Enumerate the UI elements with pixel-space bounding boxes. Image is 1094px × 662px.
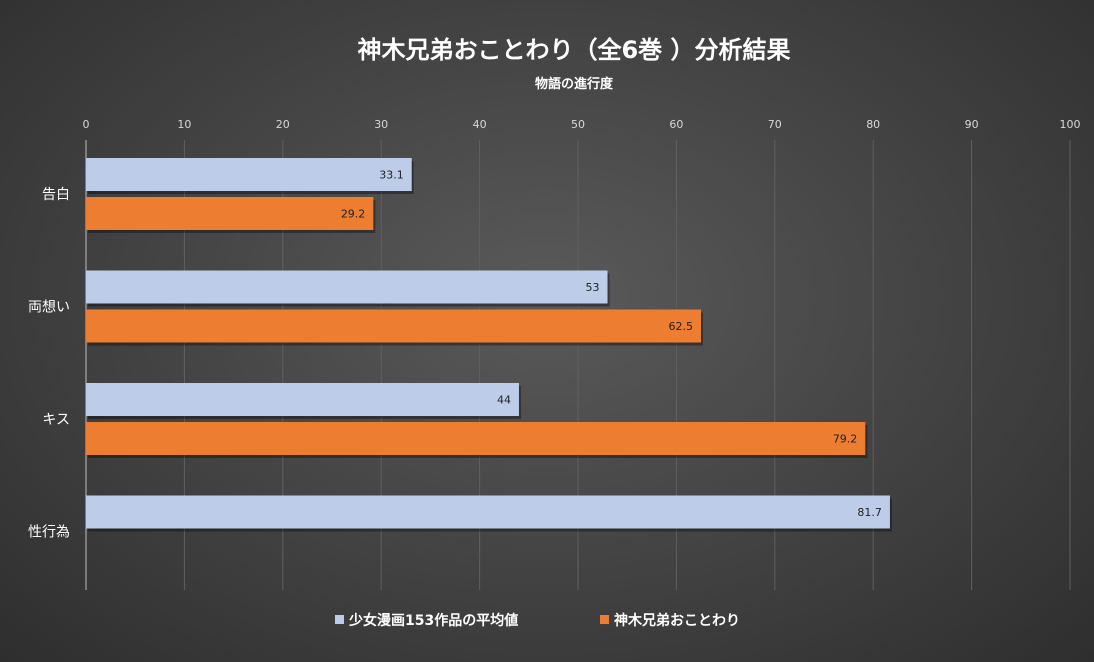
legend-swatch bbox=[600, 615, 609, 624]
bar-value-label: 29.2 bbox=[341, 208, 366, 221]
x-tick-label: 90 bbox=[965, 118, 979, 131]
bar-value-label: 33.1 bbox=[379, 169, 404, 182]
legend-label: 神木兄弟おことわり bbox=[614, 612, 740, 629]
category-label: 性行為 bbox=[28, 525, 70, 541]
x-tick-label: 10 bbox=[177, 118, 191, 131]
bar bbox=[86, 422, 866, 455]
bar-value-label: 62.5 bbox=[669, 320, 694, 333]
category-label: 両想い bbox=[28, 300, 70, 316]
x-axis-ticks: 0 10 20 30 40 50 60 70 80 90 100 bbox=[83, 118, 1081, 131]
category-label: 告白 bbox=[42, 187, 70, 203]
bar-value-label: 81.7 bbox=[857, 506, 882, 519]
x-tick-label: 20 bbox=[276, 118, 290, 131]
x-tick-label: 80 bbox=[866, 118, 880, 131]
bar bbox=[86, 197, 374, 230]
x-tick-label: 100 bbox=[1060, 118, 1081, 131]
bar bbox=[86, 309, 701, 343]
x-tick-label: 50 bbox=[571, 118, 585, 131]
category-label: キス bbox=[42, 412, 70, 428]
bar bbox=[86, 383, 519, 416]
bar-value-label: 44 bbox=[497, 394, 511, 407]
legend-label: 少女漫画153作品の平均値 bbox=[348, 612, 518, 629]
bar-value-label: 53 bbox=[586, 281, 600, 294]
bar bbox=[86, 158, 412, 191]
chart-axis-title: 物語の進行度 bbox=[535, 76, 614, 92]
bars: 33.1 29.2 53 62.5 44 79.2 81.7 bbox=[86, 158, 892, 532]
x-tick-label: 40 bbox=[473, 118, 487, 131]
bar bbox=[86, 270, 608, 304]
chart-title: 神木兄弟おことわり（全6巻 ）分析結果 bbox=[357, 36, 790, 64]
legend: 少女漫画153作品の平均値 神木兄弟おことわり bbox=[335, 612, 740, 629]
x-tick-label: 0 bbox=[83, 118, 90, 131]
x-tick-label: 70 bbox=[768, 118, 782, 131]
bar bbox=[86, 495, 890, 529]
x-tick-label: 60 bbox=[669, 118, 683, 131]
x-tick-label: 30 bbox=[374, 118, 388, 131]
legend-swatch bbox=[335, 615, 344, 624]
bar-value-label: 79.2 bbox=[833, 433, 858, 446]
